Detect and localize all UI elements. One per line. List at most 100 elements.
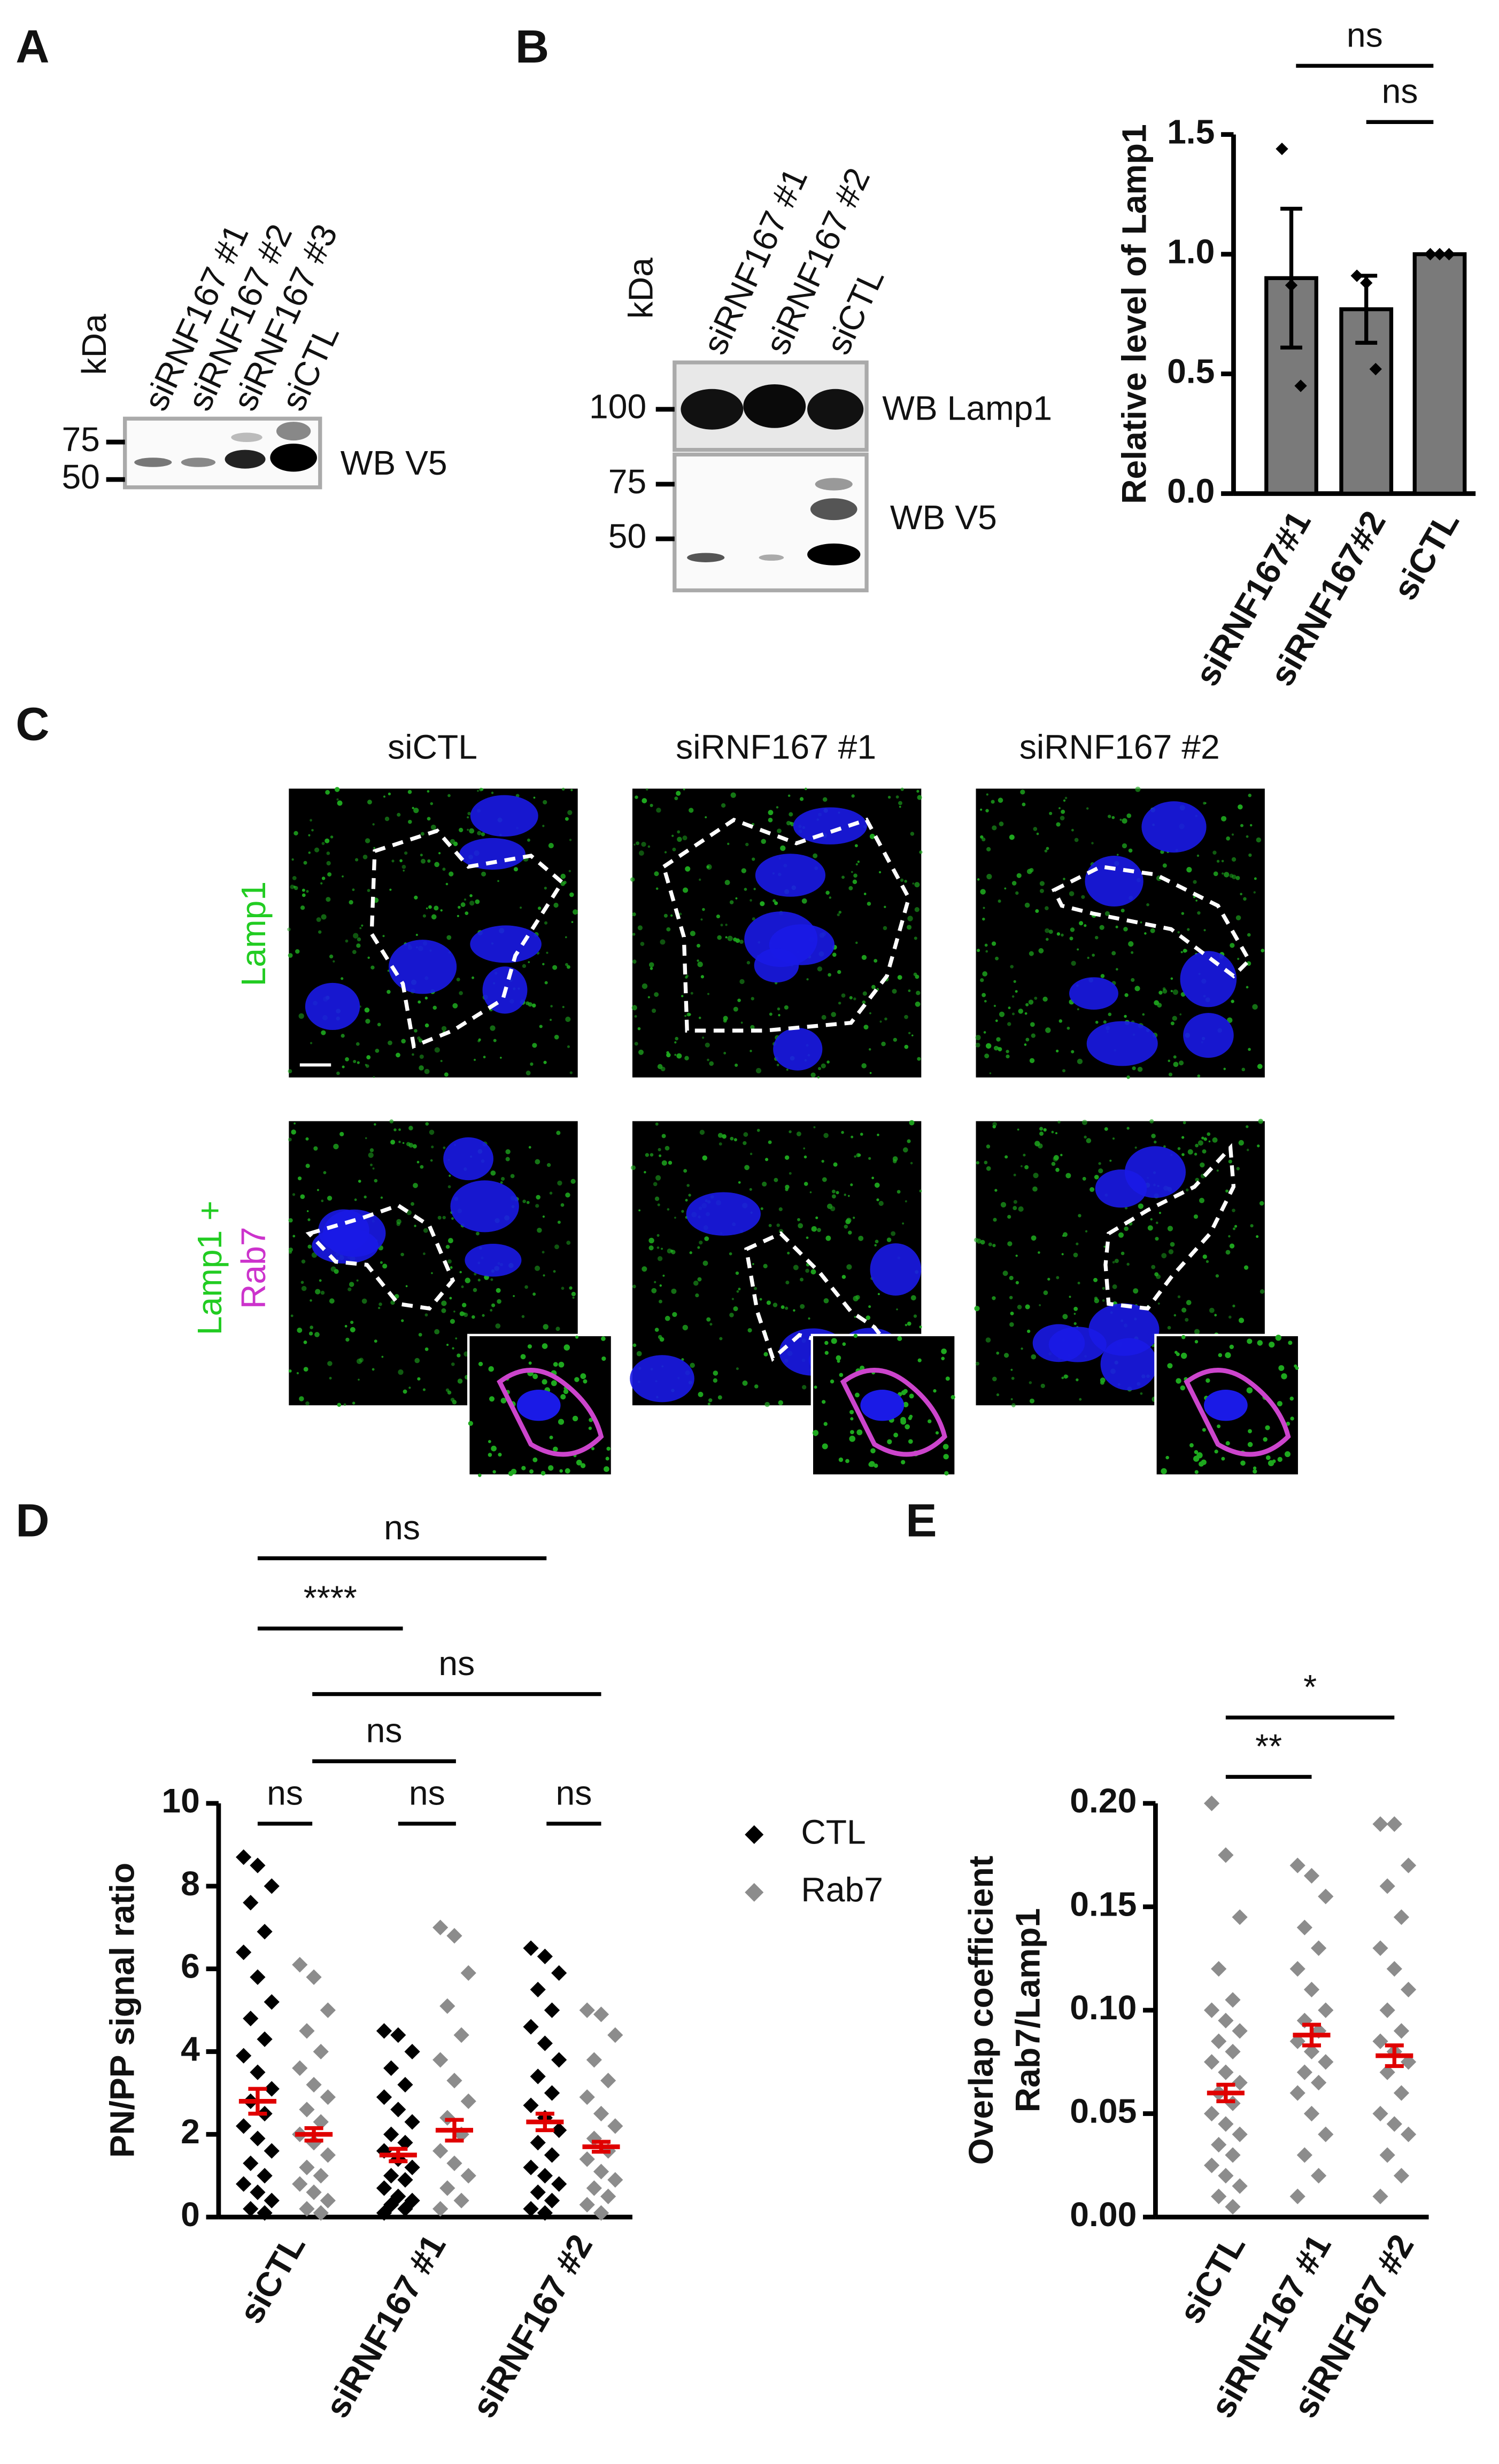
lamp1-puncta: [1216, 1169, 1219, 1172]
lamp1-puncta: [646, 788, 648, 791]
lamp1-puncta: [810, 1072, 816, 1078]
lamp1-puncta: [505, 1157, 510, 1161]
data-point: [1296, 1919, 1312, 1935]
lamp1-puncta: [785, 1306, 789, 1310]
lamp1-puncta: [735, 1271, 739, 1275]
lamp1-puncta: [1061, 1376, 1064, 1380]
lamp1-puncta: [1067, 1026, 1070, 1030]
lamp1-puncta: [829, 896, 832, 899]
lamp1-puncta: [1200, 1162, 1205, 1168]
lamp1-puncta: [1150, 928, 1155, 933]
inset-puncta: [1218, 1353, 1223, 1358]
lamp1-puncta: [631, 1165, 636, 1171]
lamp1-puncta: [741, 868, 746, 873]
inset-puncta: [1180, 1352, 1187, 1359]
lamp1-puncta: [778, 1014, 781, 1017]
x-tick-label: siCTL: [231, 2228, 313, 2330]
blot-label: WB V5: [341, 444, 447, 482]
inset-puncta: [1289, 1396, 1294, 1401]
error-bar: [591, 2140, 611, 2154]
lamp1-puncta: [1094, 935, 1099, 940]
inset-puncta: [542, 1379, 547, 1385]
lamp1-puncta: [445, 882, 449, 886]
lamp1-puncta: [424, 1068, 430, 1074]
lamp1-puncta: [1126, 1075, 1130, 1079]
data-point: [397, 2172, 413, 2188]
lamp1-puncta: [490, 1025, 496, 1031]
inset-puncta: [1247, 1338, 1253, 1344]
data-point: [460, 2093, 476, 2109]
lamp1-puncta: [437, 1215, 442, 1220]
lamp1-puncta: [874, 959, 878, 963]
lamp1-puncta: [399, 859, 403, 863]
lamp1-puncta: [671, 1288, 677, 1294]
lamp1-puncta: [1021, 1347, 1023, 1350]
lamp1-puncta: [1197, 1140, 1203, 1146]
error-bar: [1216, 2082, 1235, 2103]
lamp1-puncta: [868, 1305, 871, 1308]
lamp1-puncta: [293, 1122, 296, 1125]
lamp1-puncta: [537, 906, 542, 910]
lamp1-puncta: [1248, 853, 1252, 857]
lamp1-puncta: [469, 894, 473, 897]
lamp1-puncta: [897, 975, 902, 980]
data-point: [404, 2159, 420, 2175]
lamp1-puncta: [837, 913, 840, 917]
data-point: [236, 1849, 252, 1865]
lamp1-puncta: [380, 1196, 383, 1199]
lamp1-puncta: [305, 1137, 309, 1141]
data-point: [1372, 2188, 1388, 2204]
lamp1-puncta: [327, 872, 332, 877]
data-point: [397, 2200, 413, 2217]
data-point: [299, 2023, 315, 2039]
data-point: [250, 1969, 266, 1985]
lamp1-puncta: [1005, 1155, 1008, 1159]
lamp1-puncta: [428, 905, 432, 909]
lamp1-puncta: [1213, 871, 1218, 877]
lamp1-puncta: [414, 1358, 420, 1363]
lamp1-puncta: [398, 1128, 401, 1131]
nucleus: [1141, 801, 1207, 853]
lamp1-puncta: [430, 802, 434, 805]
nucleus: [1183, 1013, 1234, 1058]
lamp1-puncta: [661, 1134, 666, 1138]
lamp1-puncta: [302, 893, 306, 897]
data-point: [1379, 2147, 1395, 2163]
lamp1-puncta: [451, 1362, 455, 1366]
lamp1-puncta: [830, 1206, 836, 1212]
data-point: [1203, 2105, 1220, 2122]
lamp1-puncta: [1206, 1260, 1209, 1263]
y-tick-label: 0: [181, 2195, 200, 2234]
lamp1-puncta: [634, 1015, 637, 1018]
lamp1-puncta: [1082, 1176, 1086, 1181]
inset-puncta: [500, 1398, 507, 1404]
y-tick-label: 0.05: [1070, 2092, 1137, 2130]
data-point: [1218, 2116, 1234, 2132]
lamp1-puncta: [764, 1401, 770, 1407]
lamp1-puncta: [735, 897, 738, 900]
lamp1-puncta: [778, 1207, 783, 1212]
inset-puncta: [551, 1380, 557, 1386]
lamp1-puncta: [702, 1036, 705, 1039]
lamp1-puncta: [998, 899, 1001, 903]
lamp1-puncta: [910, 1295, 916, 1301]
inset-puncta: [824, 1341, 829, 1345]
inset-puncta: [933, 1389, 937, 1393]
lamp1-puncta: [760, 901, 765, 906]
lamp1-puncta: [804, 787, 807, 791]
lamp1-puncta: [833, 1162, 838, 1167]
lamp1-puncta: [697, 943, 701, 948]
data-point: [404, 2114, 420, 2130]
lamp1-puncta: [339, 1132, 344, 1136]
lamp1-puncta: [1061, 933, 1064, 937]
lamp1-puncta: [699, 1241, 703, 1245]
lamp1-puncta: [290, 1314, 293, 1318]
lamp1-puncta: [445, 1245, 450, 1249]
x-tick-label: siCTL: [1386, 505, 1467, 607]
lamp1-puncta: [654, 1281, 656, 1283]
lamp1-puncta: [866, 1315, 871, 1320]
nucleus: [1086, 1021, 1158, 1066]
inset-puncta: [488, 1440, 491, 1443]
blot-label: WB V5: [890, 498, 997, 537]
data-point: [257, 2031, 273, 2047]
